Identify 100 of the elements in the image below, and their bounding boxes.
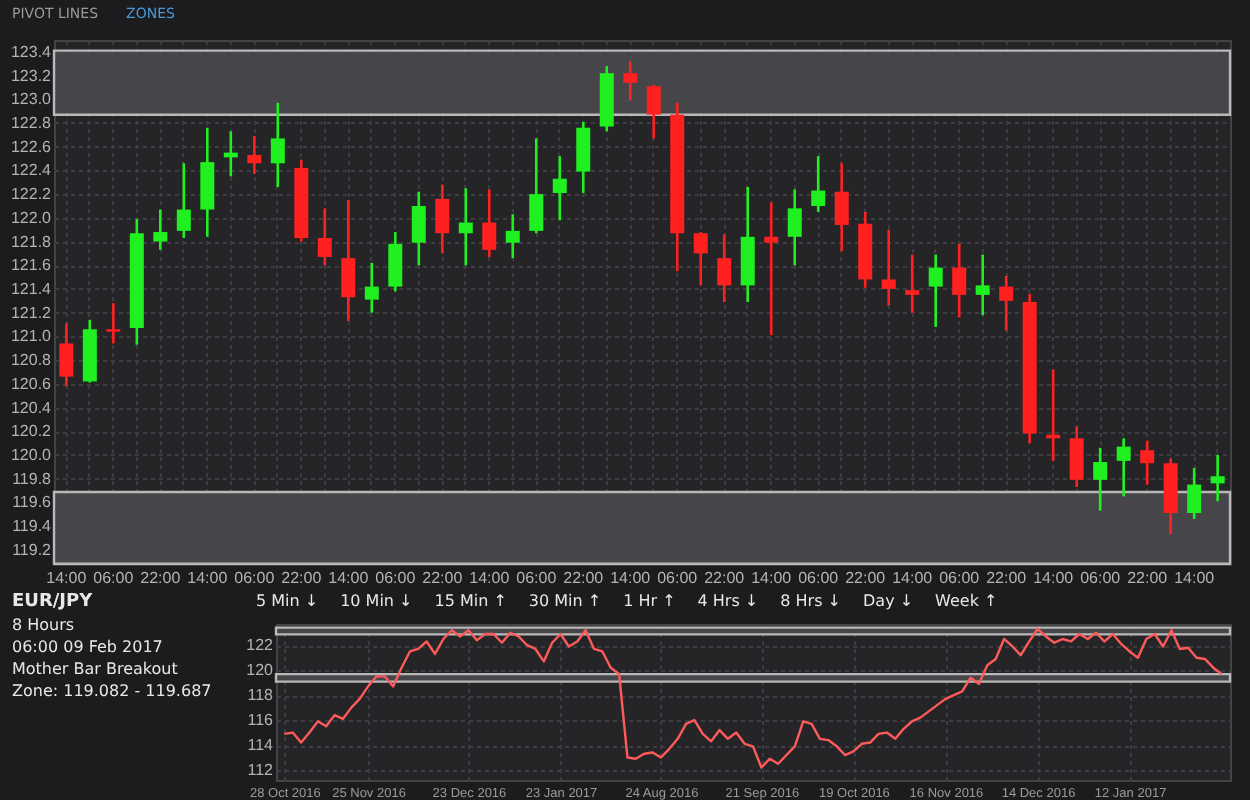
text: 4 Hrs ↓ bbox=[697, 592, 759, 610]
candlestick bbox=[576, 120, 591, 195]
text: 30 Min ↑ bbox=[528, 592, 602, 610]
candlestick bbox=[153, 208, 168, 252]
candlestick bbox=[999, 274, 1014, 332]
candlestick bbox=[693, 230, 708, 287]
y-tick-label: 112 bbox=[247, 761, 275, 780]
text: 06:00 09 Feb 2017 bbox=[12, 638, 163, 656]
y-tick-label: 121.4 bbox=[10, 279, 53, 298]
candlestick bbox=[646, 83, 661, 140]
y-tick-label: 123.2 bbox=[10, 66, 53, 85]
text: 1 Hr ↑ bbox=[623, 592, 676, 610]
candlestick bbox=[176, 161, 191, 240]
candlestick bbox=[59, 322, 74, 388]
x-tick-label: 06:00 bbox=[1080, 569, 1122, 587]
y-tick-label: 122.4 bbox=[10, 161, 53, 180]
y-tick-label: 119.8 bbox=[12, 469, 53, 488]
text: 8 Hrs ↓ bbox=[780, 592, 841, 610]
candlestick bbox=[435, 183, 450, 255]
candlestick bbox=[341, 198, 356, 323]
candlestick bbox=[834, 161, 849, 253]
x-tick-label: 14:00 bbox=[1174, 569, 1216, 587]
text: Week ↑ bbox=[935, 592, 998, 610]
text: 8 Hours bbox=[12, 614, 77, 636]
y-tick-label: 121.0 bbox=[10, 327, 53, 346]
y-tick-label: 122 bbox=[246, 636, 275, 655]
y-tick-label: 123.0 bbox=[10, 90, 53, 109]
x-tick-label: 14:00 bbox=[610, 569, 652, 587]
candlestick bbox=[905, 253, 920, 314]
x-tick-label: 06:00 bbox=[93, 569, 135, 587]
x-tick-label: 14:00 bbox=[751, 569, 793, 587]
candlestick bbox=[764, 201, 779, 337]
x-tick-label: 22:00 bbox=[422, 569, 464, 587]
y-tick-label: 122.2 bbox=[10, 185, 53, 204]
x-tick-label: 22:00 bbox=[1127, 569, 1169, 587]
text: 15 Min ↑ bbox=[434, 592, 507, 610]
y-tick-label: 121.2 bbox=[10, 303, 53, 322]
candlestick bbox=[458, 186, 473, 267]
x-tick-label: 14:00 bbox=[892, 569, 934, 587]
candlestick bbox=[1093, 446, 1108, 512]
x-tick-label: 22:00 bbox=[986, 569, 1028, 587]
candlestick bbox=[552, 154, 567, 222]
x-tick-label: 22:00 bbox=[281, 569, 323, 587]
y-tick-label: 122.0 bbox=[10, 208, 53, 227]
x-tick-label: 14:00 bbox=[187, 569, 229, 587]
candlestick bbox=[247, 134, 262, 176]
x-tick-label: 14:00 bbox=[46, 569, 88, 587]
candlestick bbox=[505, 212, 520, 260]
candlestick bbox=[881, 228, 896, 307]
y-tick-label: 120.8 bbox=[10, 351, 53, 370]
candlestick bbox=[928, 253, 943, 329]
candlestick bbox=[1116, 437, 1131, 498]
y-tick-label: 114 bbox=[247, 736, 275, 755]
text: 10 Min ↓ bbox=[340, 592, 413, 610]
y-tick-label: 123.4 bbox=[10, 42, 53, 61]
x-tick-label: 14:00 bbox=[328, 569, 370, 587]
candlestick bbox=[717, 233, 732, 304]
candlestick bbox=[1069, 425, 1084, 489]
y-tick-label: 120.6 bbox=[10, 374, 53, 393]
y-tick-label: 120 bbox=[246, 661, 275, 680]
candlestick bbox=[811, 154, 826, 214]
candlestick bbox=[1187, 466, 1202, 521]
line-series bbox=[283, 627, 1223, 769]
y-tick-label: 120.2 bbox=[10, 422, 53, 441]
y-tick-label: 119.4 bbox=[12, 517, 53, 536]
y-tick-label: 120.0 bbox=[10, 445, 53, 464]
candlestick bbox=[270, 101, 285, 189]
x-tick-label: 06:00 bbox=[234, 569, 276, 587]
candlestick bbox=[787, 188, 802, 267]
y-tick-label: 121.8 bbox=[10, 232, 53, 251]
candlestick bbox=[1210, 453, 1225, 503]
candlestick bbox=[317, 207, 332, 267]
x-tick-label: 06:00 bbox=[657, 569, 699, 587]
text: Day ↓ bbox=[863, 592, 914, 610]
candlestick bbox=[200, 126, 215, 239]
candlestick bbox=[529, 137, 544, 235]
candlestick bbox=[1140, 439, 1155, 486]
candlestick bbox=[975, 253, 990, 317]
x-tick-label: 22:00 bbox=[704, 569, 746, 587]
candlestick bbox=[482, 188, 497, 259]
y-tick-label: 120.4 bbox=[10, 398, 53, 417]
candlestick bbox=[388, 230, 403, 293]
x-tick-label: 06:00 bbox=[516, 569, 558, 587]
candlestick bbox=[106, 301, 121, 345]
y-tick-label: 122.8 bbox=[10, 113, 53, 132]
text: EUR/JPY bbox=[12, 592, 93, 612]
x-tick-label: 14:00 bbox=[1033, 569, 1075, 587]
y-tick-label: 118 bbox=[247, 686, 275, 705]
text: 5 Min ↓ bbox=[256, 592, 319, 610]
text: Mother Bar Breakout bbox=[12, 660, 178, 678]
y-tick-label: 121.6 bbox=[10, 256, 53, 275]
y-tick-label: 116 bbox=[247, 711, 275, 730]
candlestick bbox=[364, 261, 379, 314]
candlestick bbox=[623, 60, 638, 102]
y-tick-label: 119.2 bbox=[12, 540, 53, 559]
y-tick-label: 122.6 bbox=[10, 137, 53, 156]
x-tick-label: 06:00 bbox=[375, 569, 417, 587]
candlestick bbox=[952, 242, 967, 319]
x-tick-label: 22:00 bbox=[563, 569, 605, 587]
x-tick-label: 22:00 bbox=[845, 569, 887, 587]
